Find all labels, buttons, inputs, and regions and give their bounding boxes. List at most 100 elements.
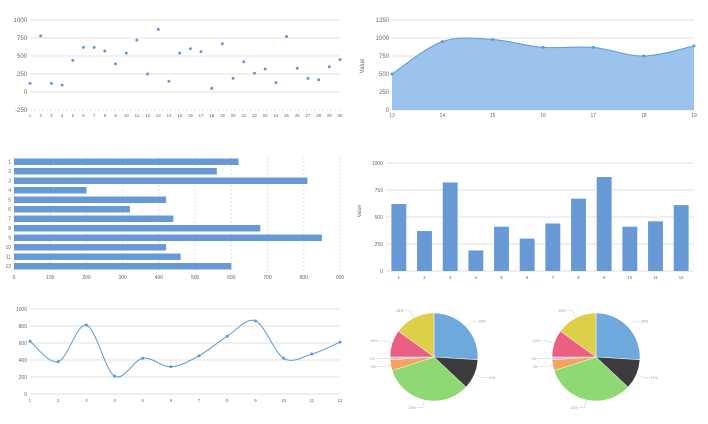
svg-text:2: 2: [8, 169, 11, 175]
svg-text:4%: 4%: [371, 365, 377, 369]
svg-text:10%: 10%: [370, 339, 378, 343]
svg-text:-250: -250: [15, 108, 28, 114]
svg-text:800: 800: [300, 275, 309, 281]
svg-text:7: 7: [8, 217, 11, 223]
svg-text:4: 4: [475, 275, 478, 280]
svg-text:10: 10: [5, 245, 11, 251]
svg-text:18: 18: [641, 113, 647, 119]
svg-text:12: 12: [338, 398, 343, 403]
svg-text:2: 2: [39, 113, 42, 118]
svg-text:5: 5: [142, 398, 145, 403]
svg-text:18: 18: [209, 113, 214, 118]
svg-text:Value: Value: [360, 58, 366, 74]
svg-text:8: 8: [226, 398, 229, 403]
svg-text:16: 16: [188, 113, 193, 118]
svg-text:15: 15: [177, 113, 182, 118]
svg-text:27: 27: [306, 113, 311, 118]
svg-text:30: 30: [338, 113, 343, 118]
svg-text:26: 26: [295, 113, 300, 118]
svg-text:Value: Value: [357, 205, 363, 218]
svg-text:100: 100: [46, 275, 55, 281]
svg-text:500: 500: [191, 275, 200, 281]
svg-text:1250: 1250: [376, 18, 390, 24]
svg-text:5: 5: [72, 113, 75, 118]
svg-text:14: 14: [167, 113, 172, 118]
svg-text:1: 1: [8, 160, 11, 166]
svg-text:0: 0: [24, 392, 27, 398]
svg-text:1: 1: [398, 275, 401, 280]
svg-text:2: 2: [57, 398, 60, 403]
svg-text:500: 500: [375, 215, 384, 221]
svg-text:1000: 1000: [376, 36, 390, 42]
svg-text:200: 200: [82, 275, 91, 281]
svg-text:15%: 15%: [558, 309, 566, 313]
svg-text:25: 25: [284, 113, 289, 118]
svg-text:800: 800: [19, 324, 28, 330]
svg-text:6: 6: [170, 398, 173, 403]
svg-text:19: 19: [220, 113, 225, 118]
svg-text:1000: 1000: [16, 307, 27, 313]
svg-text:11%: 11%: [651, 376, 659, 380]
svg-text:250: 250: [17, 72, 28, 78]
svg-text:600: 600: [19, 341, 28, 347]
svg-text:13: 13: [156, 113, 161, 118]
svg-text:3: 3: [85, 398, 88, 403]
svg-text:14: 14: [440, 113, 446, 119]
svg-text:10: 10: [281, 398, 286, 403]
svg-text:15%: 15%: [396, 309, 404, 313]
svg-text:400: 400: [155, 275, 164, 281]
svg-text:750: 750: [375, 188, 384, 194]
svg-text:2: 2: [423, 275, 426, 280]
svg-text:900: 900: [336, 275, 345, 281]
svg-text:26%: 26%: [479, 320, 487, 324]
svg-text:6: 6: [526, 275, 529, 280]
svg-text:4: 4: [113, 398, 116, 403]
svg-text:4%: 4%: [533, 365, 539, 369]
svg-text:1%: 1%: [532, 357, 538, 361]
svg-text:33%: 33%: [570, 406, 578, 410]
svg-text:10: 10: [124, 113, 129, 118]
svg-text:12: 12: [145, 113, 150, 118]
svg-text:400: 400: [19, 358, 28, 364]
svg-text:1%: 1%: [370, 357, 376, 361]
svg-text:8: 8: [577, 275, 580, 280]
svg-text:15: 15: [490, 113, 496, 119]
svg-text:21: 21: [241, 113, 246, 118]
svg-text:4: 4: [8, 188, 11, 194]
svg-text:1: 1: [29, 398, 32, 403]
svg-text:20: 20: [231, 113, 236, 118]
svg-text:16: 16: [540, 113, 546, 119]
svg-text:9: 9: [114, 113, 117, 118]
svg-text:22: 22: [252, 113, 257, 118]
svg-text:5: 5: [8, 198, 11, 204]
svg-text:1000: 1000: [372, 161, 383, 167]
svg-text:7: 7: [93, 113, 96, 118]
svg-text:11: 11: [135, 113, 140, 118]
svg-text:11: 11: [6, 255, 11, 261]
svg-text:9: 9: [8, 236, 11, 242]
svg-text:750: 750: [17, 36, 28, 42]
svg-text:9: 9: [254, 398, 257, 403]
svg-text:12: 12: [679, 275, 684, 280]
svg-text:1000: 1000: [14, 18, 28, 24]
svg-text:3: 3: [449, 275, 452, 280]
svg-text:24: 24: [273, 113, 278, 118]
svg-text:300: 300: [118, 275, 127, 281]
svg-text:23: 23: [263, 113, 268, 118]
svg-text:8: 8: [8, 226, 11, 232]
svg-text:500: 500: [379, 72, 390, 78]
svg-text:29: 29: [327, 113, 332, 118]
svg-text:600: 600: [227, 275, 236, 281]
svg-text:3: 3: [8, 179, 11, 185]
svg-text:19: 19: [691, 113, 697, 119]
svg-text:0: 0: [380, 269, 383, 275]
svg-text:13: 13: [389, 113, 395, 119]
svg-text:7: 7: [198, 398, 201, 403]
svg-text:6: 6: [8, 207, 11, 213]
svg-text:28: 28: [316, 113, 321, 118]
svg-text:4: 4: [61, 113, 64, 118]
svg-text:8: 8: [104, 113, 107, 118]
svg-text:1: 1: [29, 113, 32, 118]
svg-text:12: 12: [5, 264, 11, 270]
svg-text:33%: 33%: [408, 406, 416, 410]
